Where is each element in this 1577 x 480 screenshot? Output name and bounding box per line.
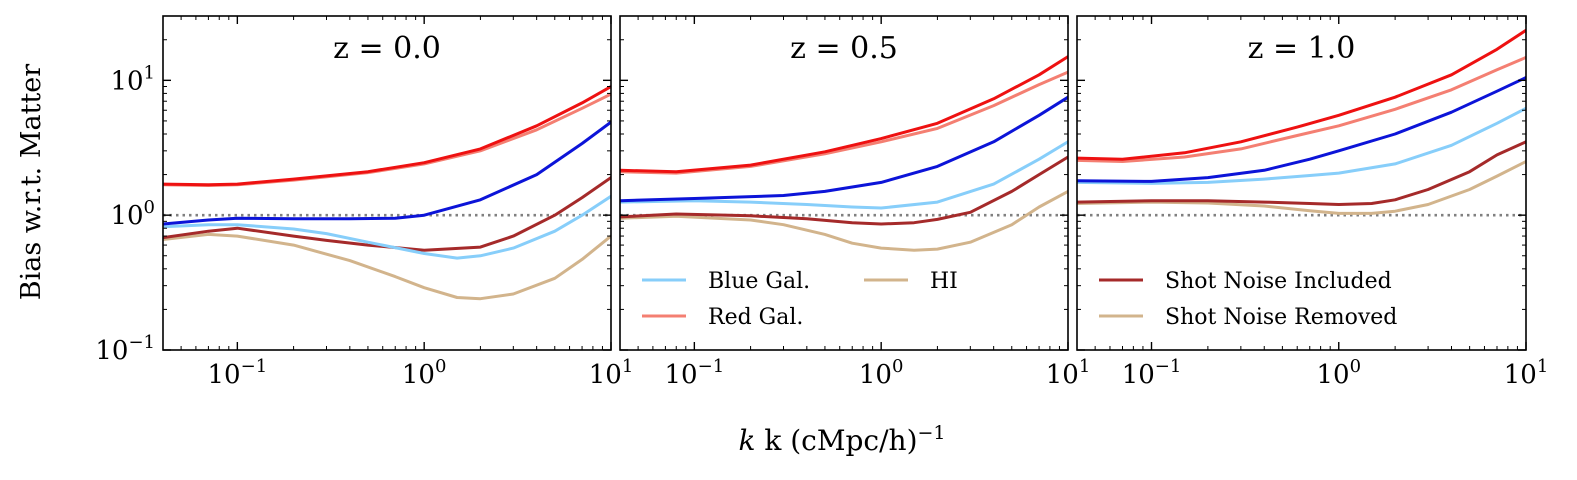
y-tick-label: 10−1 (95, 332, 155, 366)
x-tick-label: 101 (1046, 356, 1091, 390)
series-line-hi-sn (620, 155, 1068, 226)
series-line-red-sn (620, 55, 1068, 174)
x-tick-label: 10−1 (1122, 356, 1182, 390)
x-tick-label: 10−1 (208, 356, 268, 390)
series-line-red-nsn (163, 92, 611, 187)
legend-label: Red Gal. (708, 305, 803, 330)
y-tick-label: 101 (110, 62, 155, 96)
legend: Blue Gal. Red Gal. HI (642, 269, 958, 330)
panel-frame (619, 15, 1069, 351)
series-line-hi-nsn (163, 232, 611, 301)
x-tick-label: 101 (589, 356, 634, 390)
x-tick-label: 100 (402, 356, 447, 390)
series-line-hi-nsn (1077, 160, 1526, 215)
x-tick-label: 100 (1316, 356, 1361, 390)
series-group (620, 55, 1068, 252)
x-tick-label: 10−1 (665, 356, 725, 390)
series-line-blue-nsn (1077, 106, 1526, 185)
series-line-hi-nsn (620, 189, 1068, 252)
series-line-blue-sn (163, 120, 611, 226)
series-line-blue-sn (620, 95, 1068, 203)
series-line-red-sn (1077, 28, 1526, 161)
x-tick-label: 100 (859, 356, 904, 390)
panel-frame (1076, 15, 1527, 351)
panel-1: 10−1 100 101 z = 0.5 Blue Gal. Red Gal. HI (619, 15, 1091, 390)
panel-title: z = 1.0 (1248, 31, 1356, 66)
series-line-blue-nsn (620, 140, 1068, 210)
legend-label: Shot Noise Included (1165, 269, 1392, 294)
legend-label: Blue Gal. (708, 269, 810, 294)
panel-title: z = 0.0 (333, 31, 441, 66)
series-line-hi-sn (1077, 140, 1526, 206)
legend-label: Shot Noise Removed (1165, 305, 1397, 330)
series-line-red-nsn (620, 70, 1068, 175)
legend-label: HI (930, 269, 958, 294)
series-group (163, 85, 611, 301)
series-line-red-nsn (1077, 55, 1526, 163)
y-tick-label: 100 (110, 197, 155, 231)
x-axis-label: k k (cMpc/h)−1 (738, 422, 945, 457)
panel-title: z = 0.5 (790, 31, 898, 66)
y-axis-label: Bias w.r.t. Matter (16, 64, 47, 300)
legend: Shot Noise Included Shot Noise Removed (1099, 269, 1397, 330)
series-line-red-sn (163, 85, 611, 187)
series-line-blue-sn (1077, 76, 1526, 183)
series-group (1077, 28, 1526, 215)
panel-0: 10−1 100 101 101 100 10−1 z = 0.0 (95, 15, 634, 390)
panel-frame (162, 15, 612, 351)
x-tick-label: 101 (1504, 356, 1549, 390)
series-line-blue-nsn (163, 194, 611, 260)
